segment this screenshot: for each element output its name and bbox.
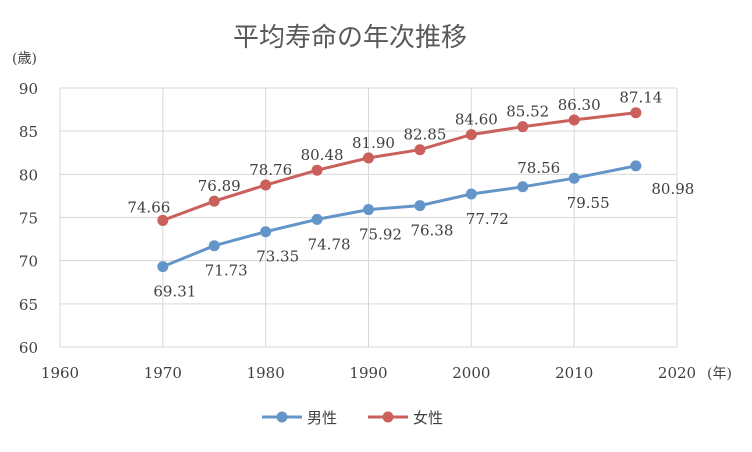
y-tick-label: 60 <box>19 339 38 357</box>
legend-marker <box>276 411 288 423</box>
y-tick-label: 80 <box>19 166 38 184</box>
data-point <box>465 188 477 200</box>
data-label: 78.56 <box>517 159 560 177</box>
data-label: 69.31 <box>153 283 196 301</box>
data-point <box>363 204 374 216</box>
x-tick-label: 1990 <box>349 364 387 382</box>
data-point <box>630 160 642 172</box>
data-point <box>157 261 169 273</box>
data-point <box>414 200 426 212</box>
data-point <box>517 181 529 193</box>
y-axis-unit: (歳) <box>12 51 37 67</box>
data-label: 71.73 <box>205 262 248 280</box>
data-point <box>208 240 220 252</box>
data-label: 76.89 <box>198 177 241 195</box>
x-tick-label: 2010 <box>555 364 593 382</box>
y-tick-label: 65 <box>19 296 38 314</box>
chart-title: 平均寿命の年次推移 <box>233 23 467 53</box>
x-tick-label: 2020 <box>658 364 696 382</box>
legend-item: 男性 <box>262 409 337 427</box>
data-label: 82.85 <box>403 126 446 144</box>
series-line <box>162 164 637 268</box>
data-label: 77.72 <box>466 210 509 228</box>
x-tick-label: 1960 <box>41 364 79 382</box>
x-tick-label: 1970 <box>144 364 182 382</box>
data-point <box>208 195 220 207</box>
data-label: 74.78 <box>308 235 351 253</box>
data-point <box>517 121 529 133</box>
data-label: 74.66 <box>127 198 170 216</box>
data-point <box>363 152 374 164</box>
data-label: 86.30 <box>558 96 601 114</box>
y-tick-label: 70 <box>19 253 38 271</box>
y-tick-label: 75 <box>19 210 38 228</box>
data-label: 85.52 <box>506 103 549 121</box>
x-tick-label: 1980 <box>247 364 285 382</box>
data-point <box>465 129 477 141</box>
data-label: 78.76 <box>249 161 292 179</box>
data-label: 81.90 <box>352 134 395 152</box>
data-point <box>568 114 580 126</box>
data-point <box>311 213 323 225</box>
x-tick-label: 2000 <box>452 364 490 382</box>
legend-item: 女性 <box>368 409 443 427</box>
y-tick-label: 85 <box>19 123 38 141</box>
x-axis-unit: (年) <box>707 366 732 382</box>
data-label: 75.92 <box>359 226 402 244</box>
data-label: 79.55 <box>567 194 610 212</box>
series-line <box>162 111 637 222</box>
data-label: 73.35 <box>256 248 299 266</box>
data-label: 84.60 <box>455 111 498 129</box>
data-label: 76.38 <box>410 222 453 240</box>
data-label: 80.98 <box>651 180 694 198</box>
data-point <box>260 226 272 238</box>
legend-marker <box>382 411 394 423</box>
y-tick-label: 90 <box>19 80 38 98</box>
data-point <box>630 107 642 119</box>
legend-label: 女性 <box>413 409 443 427</box>
data-label: 80.48 <box>301 146 344 164</box>
data-point <box>260 179 272 191</box>
legend-label: 男性 <box>307 409 337 427</box>
data-point <box>414 144 426 156</box>
data-point <box>157 214 169 226</box>
data-label: 87.14 <box>619 89 662 107</box>
data-point <box>568 172 580 184</box>
data-point <box>311 164 323 176</box>
